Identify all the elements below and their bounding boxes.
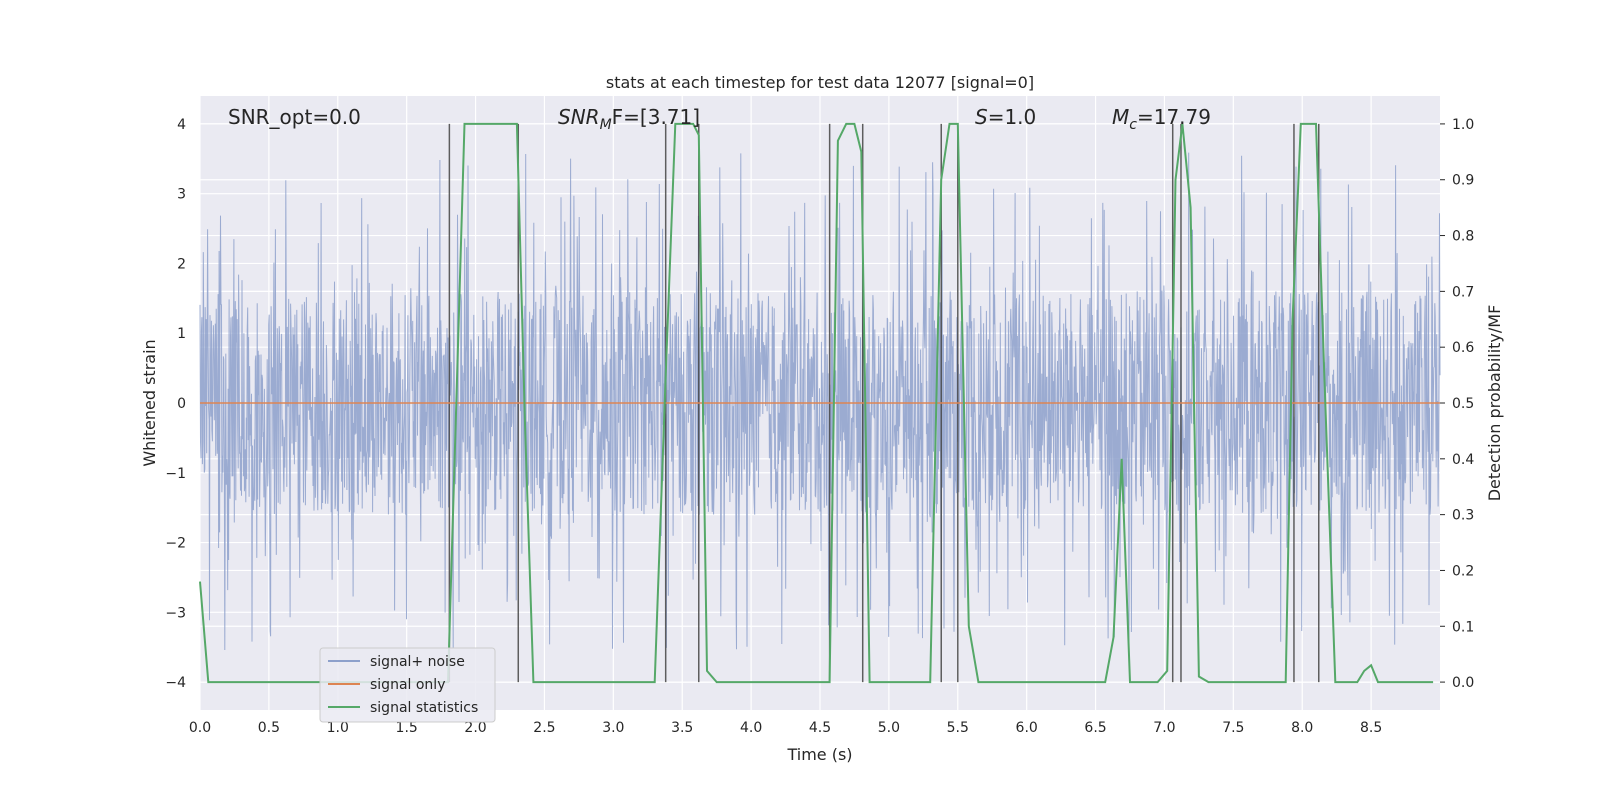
y-right-axis-label: Detection probability/MF xyxy=(1485,305,1504,502)
signal-statistics-line xyxy=(199,122,1434,684)
x-tick-label: 3.0 xyxy=(602,720,624,736)
x-tick-label: 0.5 xyxy=(258,720,280,736)
signal-noise-series xyxy=(199,152,1441,651)
annotation-snr-mf-sub: M xyxy=(600,117,612,133)
y-tick-label: 2 xyxy=(177,256,186,272)
x-tick-label: 2.5 xyxy=(533,720,555,736)
y-right-tick-label: 0.8 xyxy=(1452,229,1474,245)
legend-box xyxy=(319,647,496,723)
y-axis-label: Whitened strain xyxy=(140,339,159,466)
legend-label-statistics: signal statistics xyxy=(370,700,478,716)
x-tick-label: 4.5 xyxy=(809,720,831,736)
annotation-mc: Mc=17.79 xyxy=(1112,105,1211,133)
x-tick-label: 5.0 xyxy=(878,720,900,736)
y-right-tick-label: 0.9 xyxy=(1452,173,1474,189)
y-tick-label: −2 xyxy=(165,536,186,552)
legend-label-noise: signal+ noise xyxy=(370,654,465,670)
chart-title: stats at each timestep for test data 120… xyxy=(606,73,1034,92)
x-tick-label: 5.5 xyxy=(947,720,969,736)
y-tick-label: −3 xyxy=(165,605,186,621)
annotation-mc-main: M xyxy=(1112,105,1129,129)
y-right-tick-label: 0.6 xyxy=(1452,340,1474,356)
x-tick-label: 8.0 xyxy=(1291,720,1313,736)
annotation-snr-opt: SNR_opt=0.0 xyxy=(228,105,361,129)
y-right-tick-label: 1.0 xyxy=(1452,117,1474,133)
legend-label-signal-only: signal only xyxy=(370,677,445,693)
y-tick-label: −4 xyxy=(165,675,186,691)
y-right-tick-label: 0.2 xyxy=(1452,563,1474,579)
x-tick-label: 7.5 xyxy=(1222,720,1244,736)
y-right-tick-label: 0.4 xyxy=(1452,452,1474,468)
y-right-tick-label: 0.1 xyxy=(1452,619,1474,635)
x-tick-label: 1.5 xyxy=(396,720,418,736)
annotation-snr-mf-rest: F=[3.71] xyxy=(612,105,700,129)
y-axis-ticks: 4 3 2 1 0 −1 −2 −3 −4 xyxy=(165,117,186,691)
x-tick-label: 2.0 xyxy=(464,720,486,736)
x-axis-ticks: 0.0 0.5 1.0 1.5 2.0 2.5 3.0 3.5 4.0 4.5 5.0 5.5 6.0 6… xyxy=(189,720,1382,736)
x-tick-label: 8.5 xyxy=(1360,720,1382,736)
y-tick-label: 0 xyxy=(177,396,186,412)
x-axis-label: Time (s) xyxy=(786,745,852,764)
y-right-tick-label: 0.5 xyxy=(1452,396,1474,412)
annotation-s: S=1.0 xyxy=(975,105,1036,129)
y-tick-label: −1 xyxy=(165,466,186,482)
y-right-tick-label: 0.0 xyxy=(1452,675,1474,691)
signal-statistics-series xyxy=(199,122,1434,684)
annotation-s-rest: =1.0 xyxy=(988,105,1037,129)
annotation-s-italic: S xyxy=(975,105,988,129)
y-tick-label: 4 xyxy=(177,117,186,133)
x-tick-label: 6.0 xyxy=(1016,720,1038,736)
annotation-snr-mf: SNRMF=[3.71] xyxy=(558,105,700,133)
y-right-tick-label: 0.3 xyxy=(1452,508,1474,524)
x-tick-label: 3.5 xyxy=(671,720,693,736)
annotation-mc-sub: c xyxy=(1129,117,1137,133)
x-tick-label: 6.5 xyxy=(1084,720,1106,736)
y-right-tick-label: 0.7 xyxy=(1452,284,1474,300)
x-tick-label: 1.0 xyxy=(327,720,349,736)
x-tick-label: 0.0 xyxy=(189,720,211,736)
signal-noise-line xyxy=(199,152,1441,651)
x-tick-label: 7.0 xyxy=(1153,720,1175,736)
legend: signal+ noise signal only signal statist… xyxy=(319,647,496,723)
y-right-axis-ticks: 1.0 0.9 0.8 0.7 0.6 0.5 0.4 0.3 0.2 0.1 0.0 xyxy=(1440,117,1474,691)
y-tick-label: 1 xyxy=(177,326,186,342)
y-tick-label: 3 xyxy=(177,187,186,203)
annotation-snr-mf-main: SNR xyxy=(558,105,600,129)
x-tick-label: 4.0 xyxy=(740,720,762,736)
annotation-mc-rest: =17.79 xyxy=(1137,105,1211,129)
